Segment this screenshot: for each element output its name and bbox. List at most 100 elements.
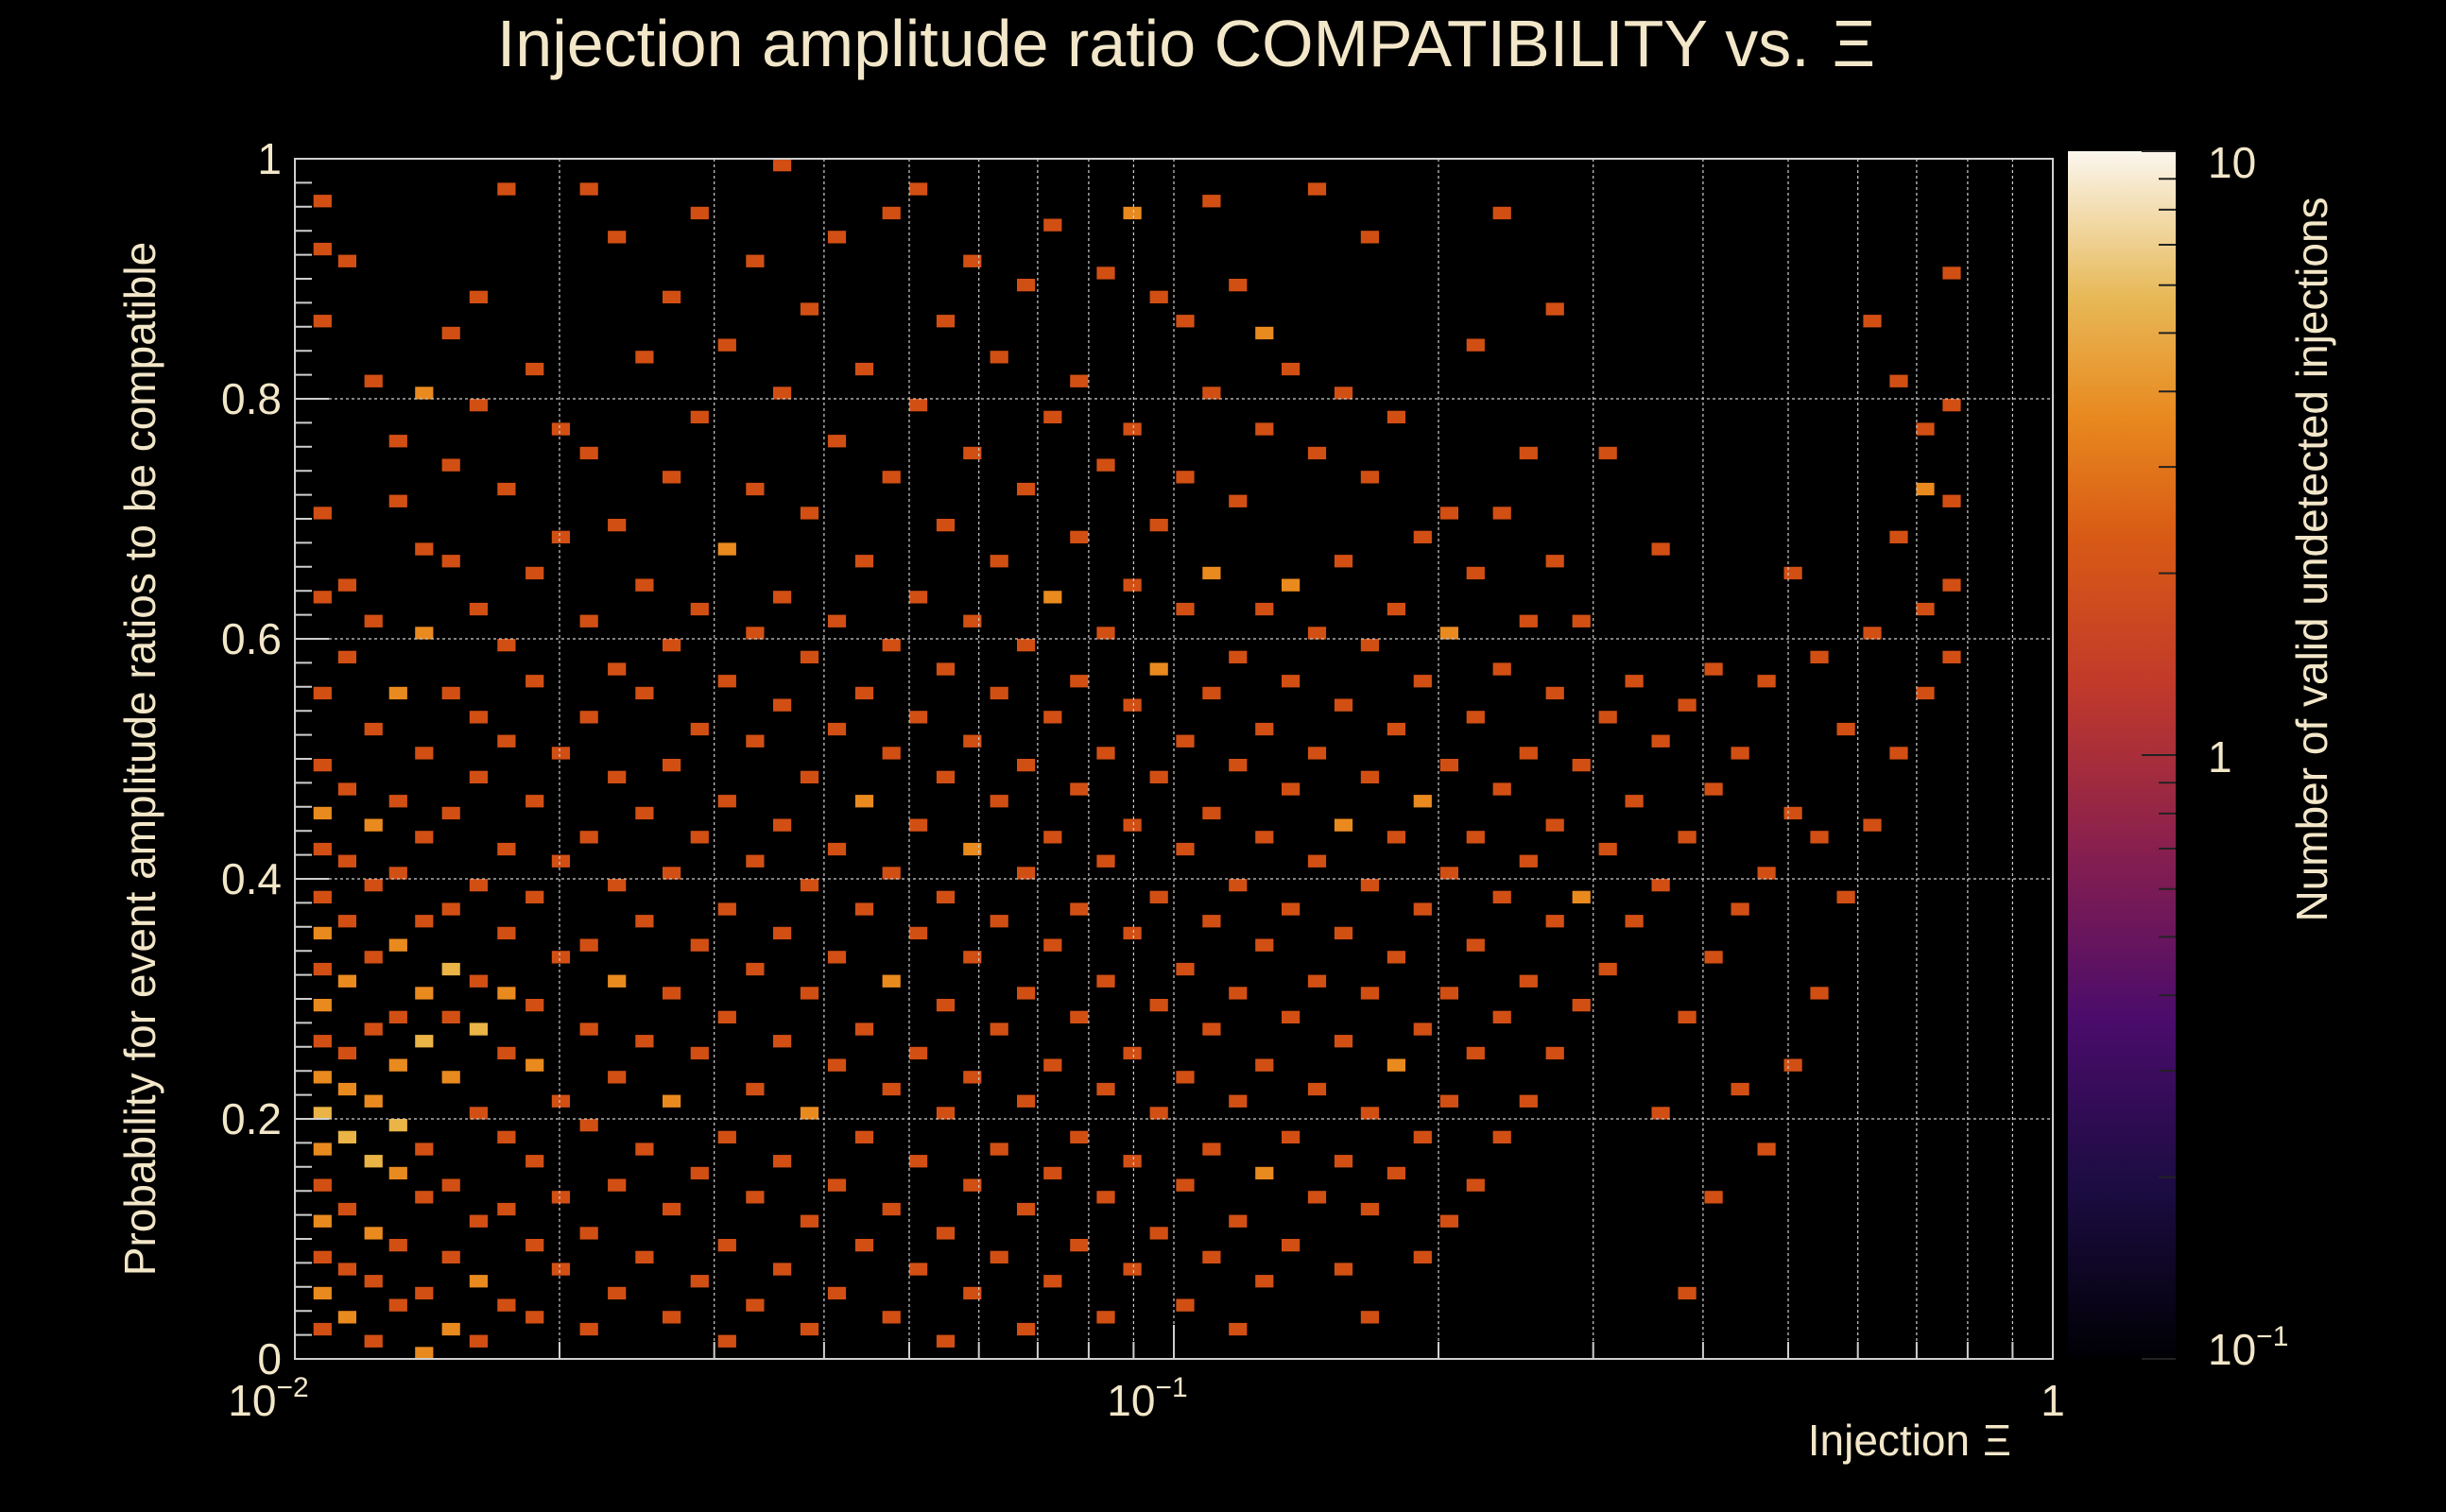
heatmap-cell xyxy=(773,1035,792,1048)
heatmap-cell xyxy=(1017,279,1036,292)
heatmap-cell xyxy=(1043,1058,1062,1072)
heatmap-cell xyxy=(990,915,1008,928)
heatmap-cell xyxy=(690,1046,709,1060)
heatmap-cell xyxy=(1360,770,1379,783)
heatmap-cell xyxy=(388,494,407,507)
heatmap-cell xyxy=(551,1263,570,1276)
heatmap-cell xyxy=(364,1227,383,1240)
heatmap-cell xyxy=(990,795,1008,808)
heatmap-cell xyxy=(1282,578,1301,592)
heatmap-cell xyxy=(1070,675,1089,688)
heatmap-cell xyxy=(1123,698,1142,712)
heatmap-cell xyxy=(1017,987,1036,1000)
heatmap-cell xyxy=(364,614,383,627)
heatmap-cell xyxy=(551,747,570,760)
heatmap-cell xyxy=(1360,879,1379,892)
heatmap-cell xyxy=(1255,1166,1274,1180)
heatmap-cell xyxy=(415,1035,434,1048)
heatmap-cell xyxy=(1466,1046,1485,1060)
heatmap-cell xyxy=(1070,530,1089,543)
heatmap-cell xyxy=(717,795,736,808)
heatmap-cell xyxy=(1387,1058,1405,1072)
heatmap-cell xyxy=(746,734,765,747)
heatmap-cell xyxy=(990,1022,1008,1036)
heatmap-cell xyxy=(717,1239,736,1252)
heatmap-cell xyxy=(635,686,654,700)
heatmap-cell xyxy=(1439,627,1458,640)
heatmap-cell xyxy=(1282,1010,1301,1023)
heatmap-cell xyxy=(1545,686,1564,700)
heatmap-cell xyxy=(388,1058,407,1072)
heatmap-cell xyxy=(800,987,819,1000)
heatmap-cell xyxy=(1334,387,1353,400)
heatmap-cell xyxy=(936,315,956,328)
heatmap-cell xyxy=(963,254,982,267)
heatmap-cell xyxy=(337,782,356,796)
heatmap-cell xyxy=(1783,806,1802,820)
heatmap-cell xyxy=(717,338,736,352)
heatmap-cell xyxy=(746,627,765,640)
heatmap-cell xyxy=(1334,818,1353,832)
heatmap-cell xyxy=(746,854,765,868)
heatmap-cell xyxy=(717,1334,736,1348)
heatmap-cell xyxy=(1043,1275,1062,1288)
heatmap-cell xyxy=(313,962,332,976)
heatmap-cell xyxy=(1176,1298,1195,1312)
heatmap-cell xyxy=(608,879,627,892)
heatmap-cell xyxy=(1123,422,1142,436)
heatmap-cell xyxy=(469,879,488,892)
heatmap-cell xyxy=(1229,879,1248,892)
heatmap-cell xyxy=(497,639,516,652)
colorbar-tick-label: 1 xyxy=(2208,732,2232,782)
heatmap-cell xyxy=(1202,1022,1221,1036)
heatmap-cell xyxy=(1439,867,1458,880)
heatmap-cell xyxy=(1836,722,1855,736)
heatmap-cell xyxy=(364,1022,383,1036)
heatmap-cell xyxy=(1413,1022,1432,1036)
heatmap-cell xyxy=(1070,1130,1089,1143)
heatmap-cell xyxy=(1176,1178,1195,1192)
heatmap-cell xyxy=(1176,602,1195,616)
heatmap-cell xyxy=(313,1214,332,1228)
heatmap-cell xyxy=(1202,806,1221,820)
heatmap-cell xyxy=(1017,1094,1036,1108)
heatmap-cell xyxy=(388,686,407,700)
heatmap-cell xyxy=(469,1275,488,1288)
heatmap-cell xyxy=(635,351,654,364)
heatmap-cell xyxy=(364,1275,383,1288)
heatmap-cell xyxy=(608,1286,627,1300)
heatmap-cell xyxy=(388,1166,407,1180)
heatmap-cell xyxy=(1149,770,1168,783)
heatmap-cell xyxy=(1942,650,1961,663)
heatmap-cell xyxy=(441,1322,460,1336)
heatmap-cell xyxy=(990,555,1008,568)
y-tick-label: 0 xyxy=(257,1334,282,1383)
heatmap-cell xyxy=(663,759,681,772)
heatmap-cell xyxy=(854,686,874,700)
heatmap-cell xyxy=(854,1130,874,1143)
heatmap-cell xyxy=(1492,206,1511,220)
heatmap-cell xyxy=(1017,759,1036,772)
heatmap-cell xyxy=(1070,782,1089,796)
heatmap-cell xyxy=(1519,854,1538,868)
heatmap-cell xyxy=(635,1035,654,1048)
heatmap-cell xyxy=(415,1286,434,1300)
heatmap-cell xyxy=(551,951,570,964)
heatmap-cell xyxy=(1229,650,1248,663)
heatmap-cell xyxy=(1255,1058,1274,1072)
heatmap-cell xyxy=(1413,902,1432,916)
heatmap-cell xyxy=(773,818,792,832)
heatmap-cell xyxy=(1413,1130,1432,1143)
heatmap-cell xyxy=(690,206,709,220)
heatmap-cell xyxy=(1916,482,1935,496)
heatmap-cell xyxy=(1678,1286,1697,1300)
heatmap-cell xyxy=(663,1094,681,1108)
heatmap-cell xyxy=(1176,1071,1195,1084)
heatmap-cell xyxy=(1942,494,1961,507)
heatmap-cell xyxy=(1307,182,1327,196)
heatmap-cell xyxy=(963,1178,982,1192)
heatmap-cell xyxy=(1017,482,1036,496)
heatmap-cell xyxy=(337,1311,356,1324)
heatmap-cell xyxy=(497,1202,516,1216)
heatmap-cell xyxy=(773,698,792,712)
